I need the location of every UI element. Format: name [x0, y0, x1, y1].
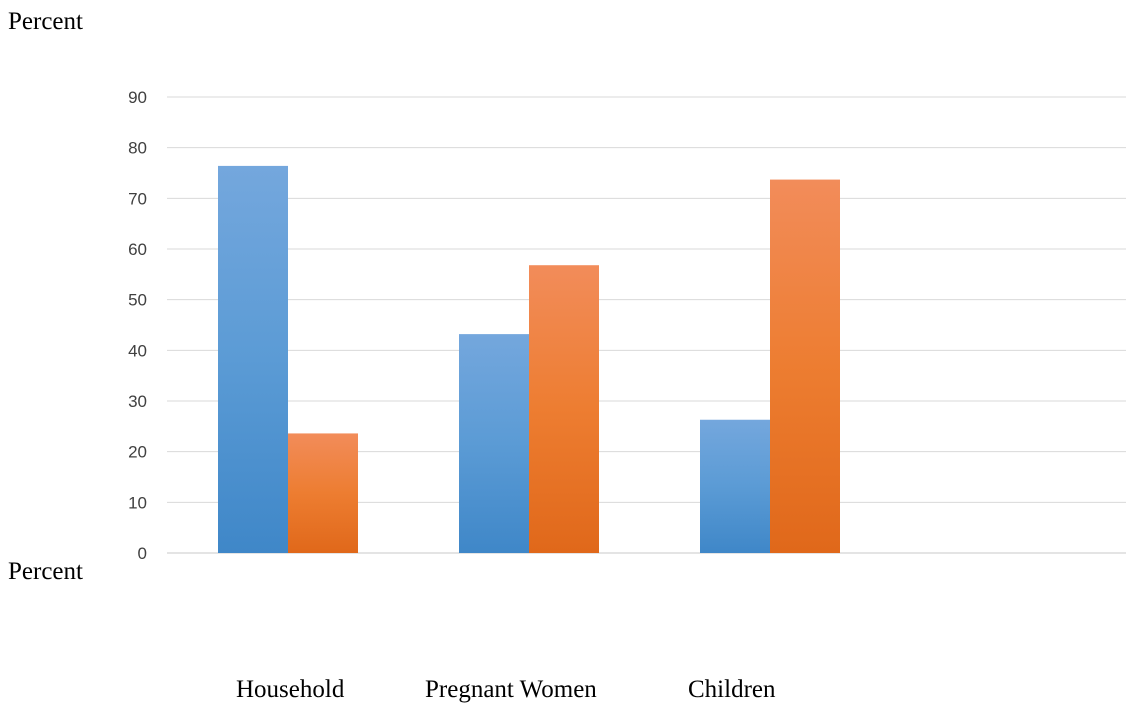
- y-tick-label-10: 10: [128, 493, 147, 512]
- bar-series2-pregnant-women: [529, 265, 599, 553]
- y-tick-label-50: 50: [128, 291, 147, 310]
- bars: [218, 165, 840, 553]
- category-label-pregnant-women: Pregnant Women: [425, 676, 597, 703]
- y-axis-label-top: Percent: [8, 8, 83, 35]
- bar-series2-household: [288, 433, 358, 553]
- y-tick-label-20: 20: [128, 443, 147, 462]
- bar-series1-pregnant-women: [459, 334, 529, 553]
- bar-series1-household: [218, 165, 288, 553]
- bar-series2-children: [770, 179, 840, 553]
- bar-series1-children: [700, 419, 770, 553]
- y-tick-label-70: 70: [128, 189, 147, 208]
- y-tick-label-0: 0: [138, 544, 147, 563]
- y-tick-label-30: 30: [128, 392, 147, 411]
- y-tick-label-60: 60: [128, 240, 147, 259]
- y-tick-label-90: 90: [128, 88, 147, 107]
- y-axis-label-bottom: Percent: [8, 558, 83, 585]
- category-label-children: Children: [688, 676, 776, 703]
- y-tick-label-80: 80: [128, 139, 147, 158]
- y-axis-ticks: 0 10 20 30 40 50 60 70 80 90: [128, 88, 147, 563]
- y-tick-label-40: 40: [128, 341, 147, 360]
- category-label-household: Household: [236, 676, 345, 703]
